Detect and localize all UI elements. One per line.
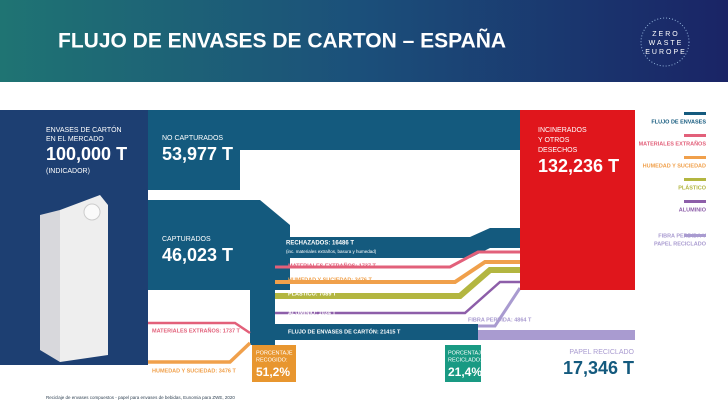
carton-cap [83, 203, 101, 221]
incinerated-label: DESECHOS [538, 147, 578, 154]
moisture-flow [275, 260, 520, 284]
logo-text: WASTE [649, 40, 684, 47]
captured-label: CAPTURADOS [162, 236, 211, 243]
collected-label: PORCENTAJE [256, 350, 293, 356]
market-label: ENVASES DE CARTÓN [46, 125, 122, 134]
flow-label: MATERIALES EXTRAÑOS: 1737 T [288, 262, 377, 269]
recycled-box [445, 345, 481, 382]
not-captured-amount: 53,977 T [162, 144, 233, 164]
input-moisture [148, 341, 252, 364]
market-label: EN EL MERCADO [46, 136, 104, 143]
collected-label: RECOGIDO: [256, 357, 288, 363]
legend-label: FIBRA PERDIDA Y [658, 233, 706, 239]
legend-label: MATERIALES EXTRAÑOS [639, 140, 707, 147]
flow-label: FLUJO DE ENVASES DE CARTÓN: 21415 T [288, 327, 401, 335]
legend-swatch [684, 234, 706, 237]
carton-flow [445, 324, 478, 340]
legend-label: PLÁSTICO [678, 184, 707, 191]
logo-ring [640, 17, 690, 67]
legend-swatch [684, 178, 706, 181]
legend-swatch [684, 112, 706, 115]
header [0, 0, 728, 82]
input-foreign [148, 321, 251, 335]
carton-side [40, 210, 60, 362]
plastic-flow [275, 267, 520, 299]
input-label: MATERIALES EXTRAÑOS: 1737 T [152, 327, 241, 334]
logo-text: EUROPE [645, 49, 687, 56]
not-captured-label: NO CAPTURADOS [162, 135, 223, 142]
flow-label: FIBRA PERDIDA: 4864 T [468, 317, 532, 323]
carton-image [60, 195, 108, 362]
collected-value: 51,2% [256, 365, 290, 379]
rejected-label: RECHAZADOS: 16486 T [286, 241, 354, 247]
market-amount: 100,000 T [46, 144, 127, 164]
rejected-note: (inc. materiales extraños, basura y hume… [286, 249, 377, 254]
aluminium-flow [275, 280, 520, 315]
recycled-label: RECICLADO: [448, 357, 482, 363]
legend-label: PAPEL RECICLADO [654, 241, 707, 247]
input-label: HUMEDAD Y SUCIEDAD: 3476 T [152, 368, 236, 374]
recycled-label: PORCENTAJE [448, 350, 485, 356]
carton-flow [275, 324, 445, 340]
recycled-paper-amount: 17,346 T [563, 358, 634, 378]
market-note: (INDICADOR) [46, 168, 90, 175]
legend-label: ALUMINIO [679, 207, 707, 213]
recycled-paper-flow [478, 330, 635, 340]
foreign-flow [275, 250, 520, 269]
incinerated-label: INCINERADOS [538, 127, 587, 134]
legend-swatch [684, 200, 706, 203]
not-captured-flow [148, 110, 520, 190]
sorting-bar [250, 235, 275, 345]
legend-swatch [684, 156, 706, 159]
title: FLUJO DE ENVASES DE CARTON – ESPAÑA [58, 30, 506, 53]
footer: Reciclaje de envases compuestos - papel … [46, 395, 235, 400]
flow-label: HUMEDAD Y SUCIEDAD: 3476 T [288, 277, 372, 283]
captured-amount: 46,023 T [162, 245, 233, 265]
legend-label: HUMEDAD Y SUCIEDAD [643, 163, 706, 169]
incinerated-box [520, 110, 635, 290]
flow-label: PLÁSTICO: 7089 T [288, 290, 337, 297]
legend: FLUJO DE ENVASES MATERIALES EXTRAÑOS HUMED… [639, 112, 707, 247]
flow-label: ALUMINIO: 1034 T [288, 310, 336, 316]
incinerated-label: Y OTROS [538, 137, 570, 144]
legend-swatch [684, 134, 706, 137]
legend-label: FLUJO DE ENVASES [651, 119, 706, 125]
rejected-flow [275, 228, 520, 258]
recycled-paper-label: PAPEL RECICLADO [569, 349, 634, 356]
collected-box [252, 345, 296, 382]
logo-text: ZERO [652, 31, 679, 38]
incinerated-amount: 132,236 T [538, 156, 619, 176]
recycled-value: 21,4% [448, 365, 482, 379]
